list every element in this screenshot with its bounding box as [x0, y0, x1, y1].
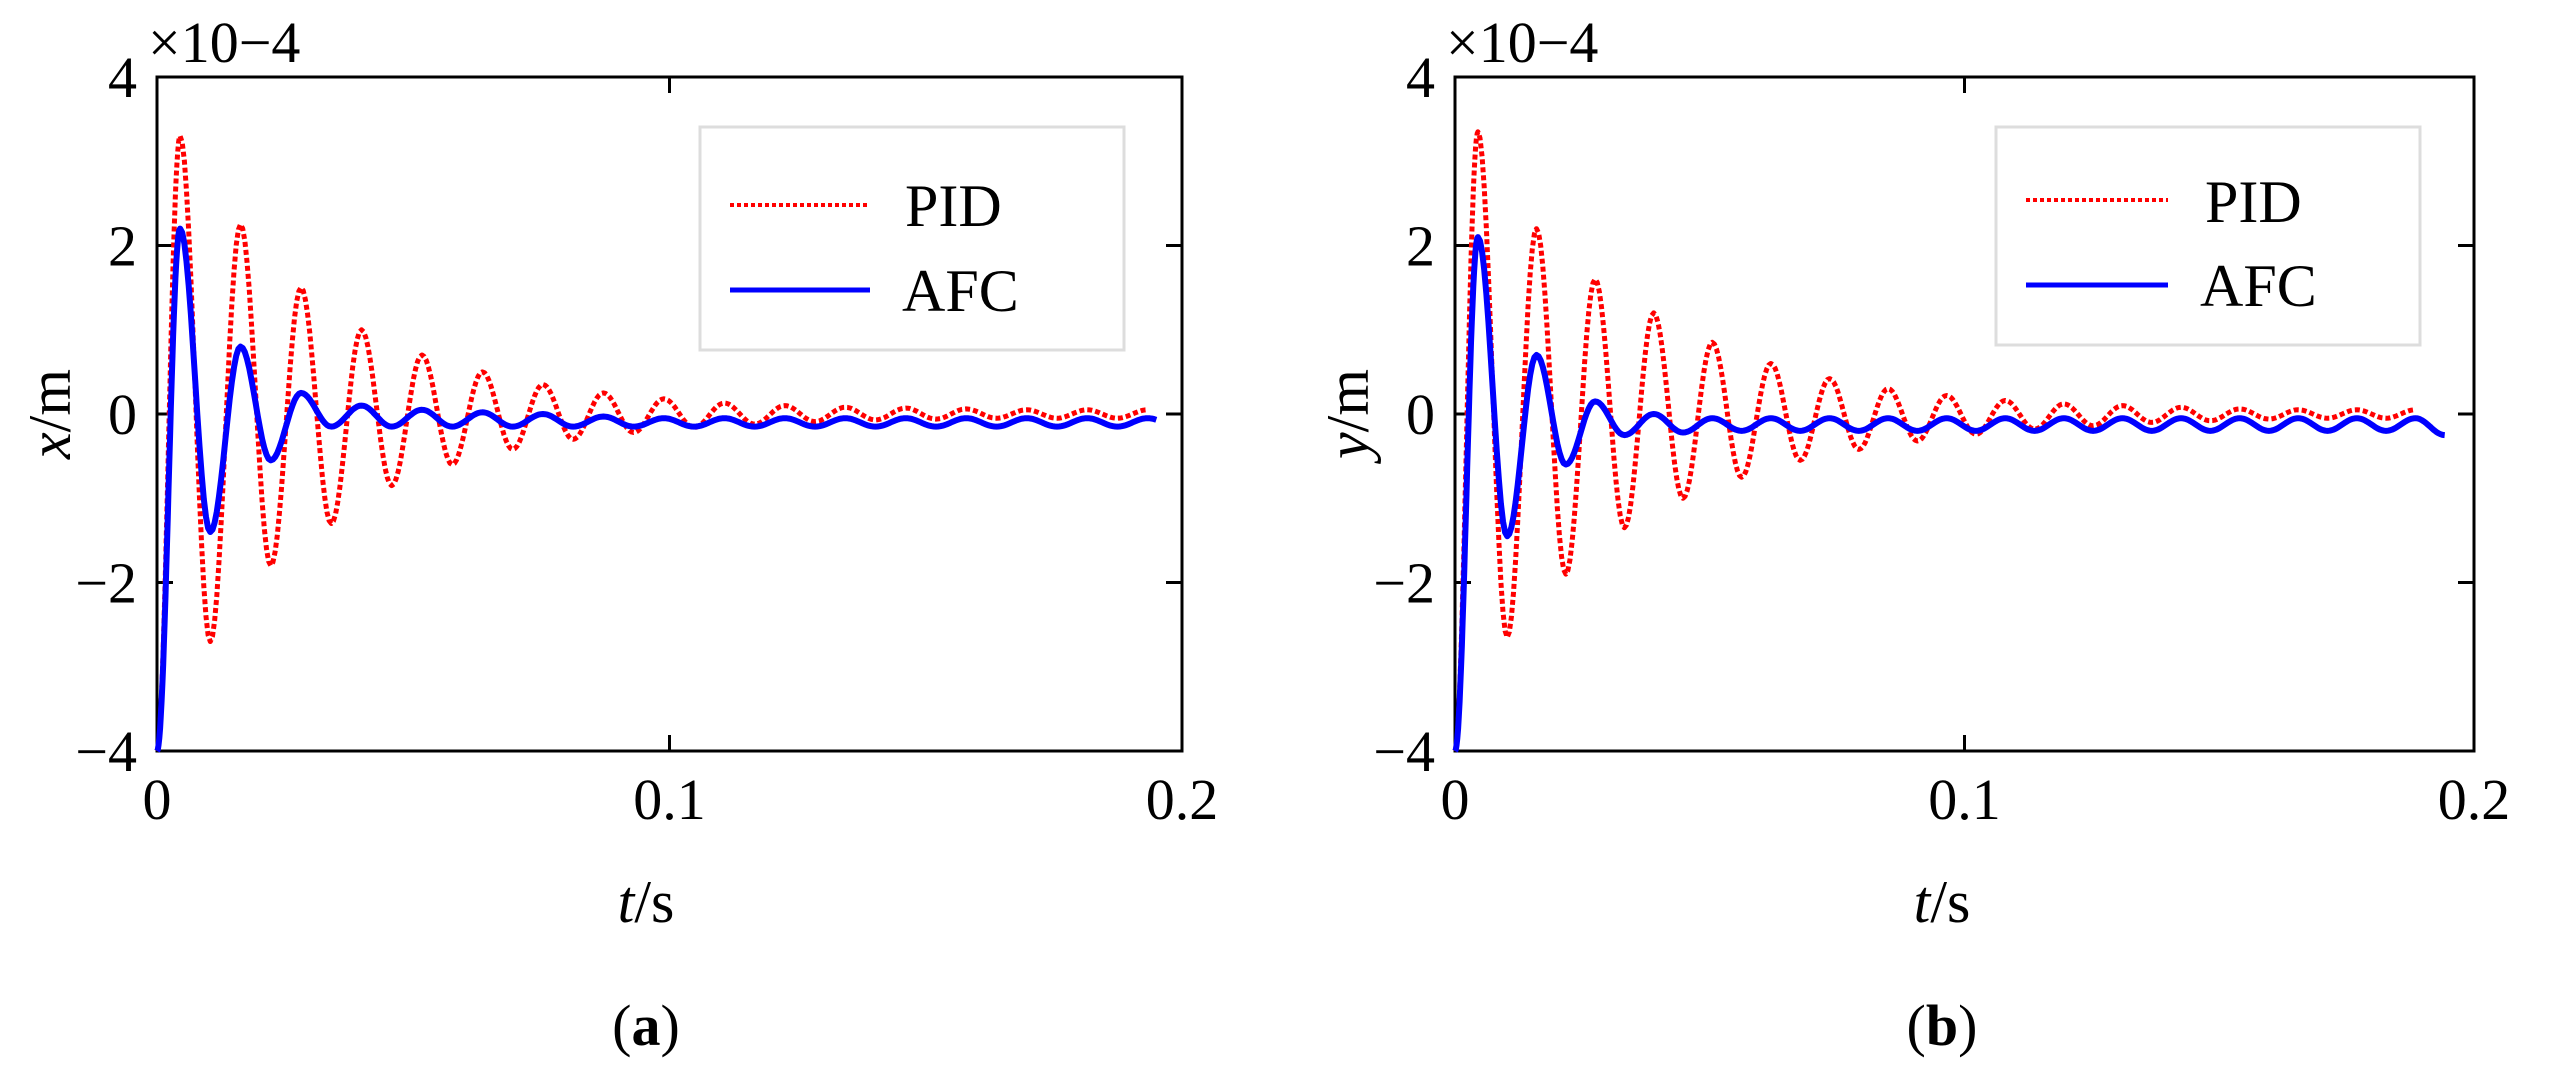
x-tick-label: 0.1 — [633, 767, 706, 832]
y-tick-label: −4 — [75, 719, 137, 784]
x-tick-labels: 0 0.1 0.2 — [143, 767, 1219, 832]
legend-label-pid: PID — [905, 173, 1002, 239]
x-tick-label: 0.2 — [1146, 767, 1219, 832]
panel-b: −4 −2 0 2 4 0 0.1 0.2 ×10−4 y/m t/s PID AFC (b… — [1315, 10, 2510, 1058]
x-axis-label: t/s — [618, 869, 675, 935]
legend: PID AFC — [698, 125, 1126, 352]
y-axis-var: x — [17, 432, 83, 460]
legend: PID AFC — [1994, 125, 2422, 347]
legend-box — [1994, 125, 2422, 347]
x-tick-labels: 0 0.1 0.2 — [1441, 767, 2511, 832]
series-line-pid — [1452, 129, 2416, 753]
series-line-afc — [154, 225, 1158, 753]
y-scale-exponent: ×10−4 — [1446, 10, 1598, 75]
y-tick-label: 2 — [108, 214, 137, 279]
legend-label-afc: AFC — [2200, 253, 2317, 319]
y-axis-unit: /m — [1315, 369, 1381, 432]
y-tick-label: 0 — [108, 382, 137, 447]
legend-label-afc: AFC — [902, 258, 1019, 324]
y-tick-label: 4 — [108, 45, 137, 110]
y-axis-label: y/m — [1315, 369, 1381, 465]
y-axis-unit: /m — [17, 369, 83, 432]
panel-caption: (b) — [1907, 993, 1978, 1058]
x-tick-label: 0.1 — [1928, 767, 2001, 832]
panel-caption-letter: b — [1926, 993, 1958, 1058]
series-layer — [1452, 129, 2446, 753]
y-tick-labels: −4 −2 0 2 4 — [75, 45, 137, 784]
x-axis-label: t/s — [1914, 869, 1971, 935]
y-tick-label: −2 — [1373, 551, 1435, 616]
x-axis-var: t — [618, 869, 636, 935]
y-axis-label: x/m — [17, 369, 83, 460]
legend-label-pid: PID — [2205, 169, 2302, 235]
axis-ticks — [155, 75, 1184, 753]
x-tick-label: 0.2 — [2438, 767, 2511, 832]
panel-caption-letter: a — [632, 993, 661, 1058]
y-tick-labels: −4 −2 0 2 4 — [1373, 45, 1435, 784]
x-axis-unit: /s — [634, 869, 674, 935]
y-tick-label: −2 — [75, 551, 137, 616]
y-scale-exponent: ×10−4 — [148, 10, 300, 75]
x-tick-label: 0 — [1441, 767, 1470, 832]
x-axis-unit: /s — [1930, 869, 1970, 935]
y-tick-label: 2 — [1406, 214, 1435, 279]
y-tick-label: 0 — [1406, 382, 1435, 447]
y-tick-label: 4 — [1406, 45, 1435, 110]
x-axis-var: t — [1914, 869, 1932, 935]
legend-box — [698, 125, 1126, 352]
series-layer — [154, 133, 1158, 753]
series-line-afc — [1452, 234, 2446, 753]
panel-a: −4 −2 0 2 4 0 0.1 0.2 ×10−4 x/m t/s PID AFC (a… — [17, 10, 1218, 1058]
series-line-pid — [154, 133, 1148, 753]
x-tick-label: 0 — [143, 767, 172, 832]
y-tick-label: −4 — [1373, 719, 1435, 784]
panel-caption: (a) — [612, 993, 680, 1058]
y-axis-var: y — [1315, 432, 1381, 465]
